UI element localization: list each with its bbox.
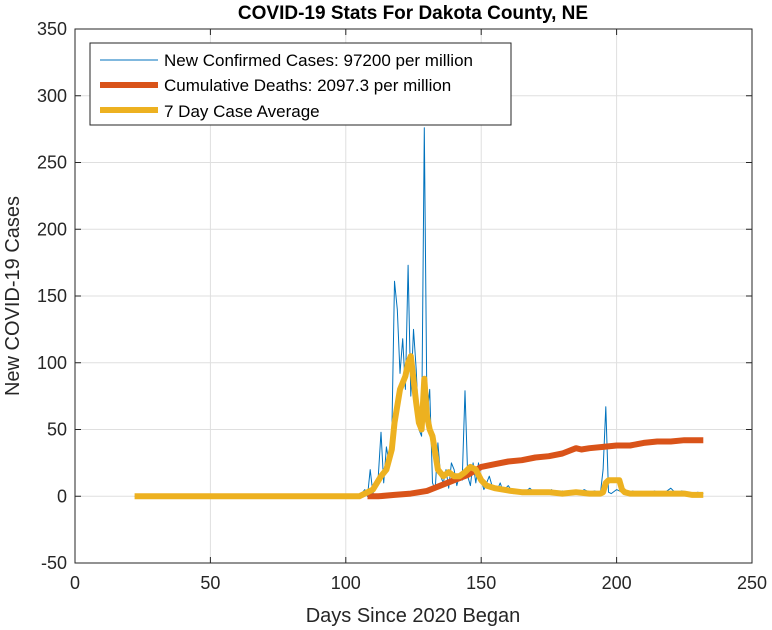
x-tick-label: 0 xyxy=(70,573,80,593)
x-tick-label: 250 xyxy=(737,573,767,593)
y-tick-label: -50 xyxy=(41,553,67,573)
y-tick-label: 100 xyxy=(37,353,67,373)
y-tick-label: 350 xyxy=(37,19,67,39)
x-tick-label: 100 xyxy=(331,573,361,593)
cumulative-deaths-line xyxy=(367,437,704,500)
y-tick-label: 0 xyxy=(57,486,67,506)
seven-day-average-line xyxy=(134,353,704,500)
new-cases-line xyxy=(134,127,704,497)
x-tick-label: 150 xyxy=(466,573,496,593)
chart-title: COVID-19 Stats For Dakota County, NE xyxy=(238,3,588,24)
y-tick-label: 300 xyxy=(37,86,67,106)
x-tick-label: 50 xyxy=(200,573,220,593)
series-lines xyxy=(134,127,704,500)
y-axis-label: New COVID-19 Cases xyxy=(2,196,24,396)
legend-box xyxy=(89,42,512,126)
x-tick-label: 200 xyxy=(602,573,632,593)
legend: New Confirmed Cases: 97200 per million C… xyxy=(89,42,512,126)
y-tick-label: 150 xyxy=(37,286,67,306)
y-tick-label: 250 xyxy=(37,153,67,173)
legend-label-average: 7 Day Case Average xyxy=(164,102,320,121)
y-tick-label: 50 xyxy=(47,420,67,440)
legend-label-new-cases: New Confirmed Cases: 97200 per million xyxy=(164,51,473,70)
legend-label-deaths: Cumulative Deaths: 2097.3 per million xyxy=(164,76,451,95)
y-tick-label: 200 xyxy=(37,219,67,239)
x-axis-label: Days Since 2020 Began xyxy=(306,605,521,627)
